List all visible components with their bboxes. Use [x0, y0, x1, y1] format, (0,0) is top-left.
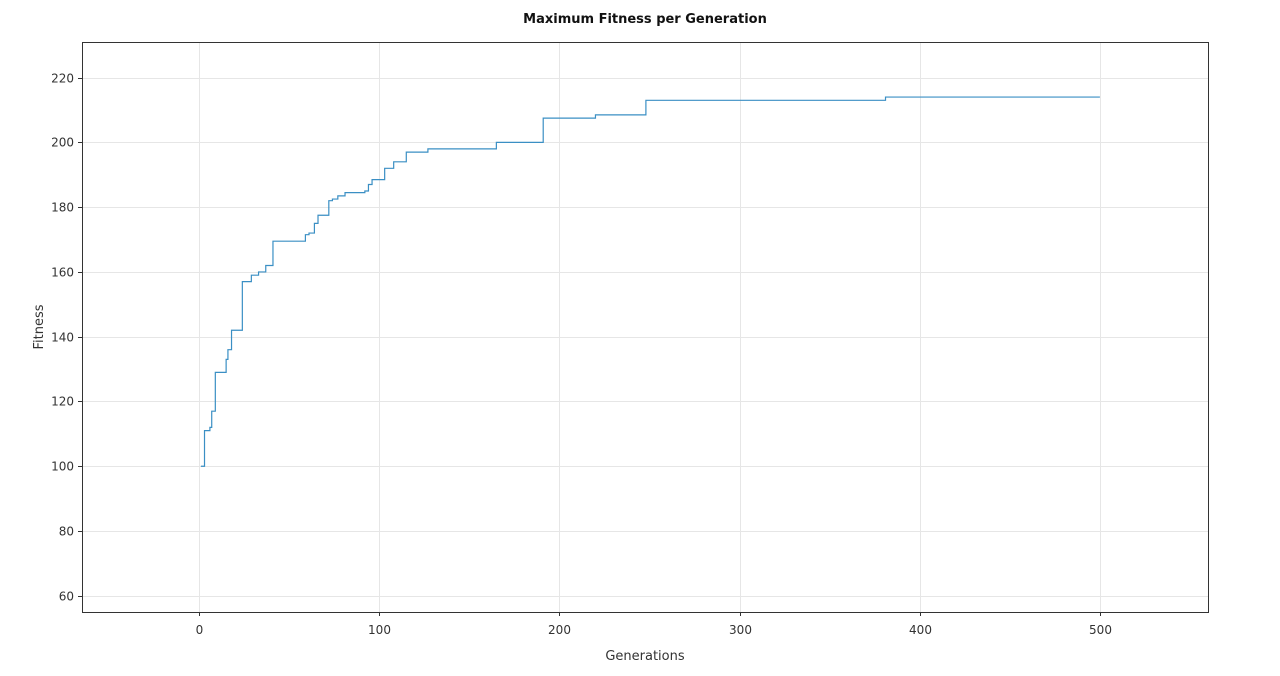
y-tick-label: 60: [59, 590, 74, 604]
y-tick-label: 160: [51, 266, 74, 280]
y-tick-label: 140: [51, 331, 74, 345]
y-tick-label: 180: [51, 201, 74, 215]
x-tick-label: 300: [729, 623, 752, 637]
chart-title: Maximum Fitness per Generation: [523, 12, 767, 27]
x-tick-label: 200: [548, 623, 571, 637]
x-tick-label: 100: [368, 623, 391, 637]
x-tick-label: 500: [1089, 623, 1112, 637]
x-axis-label: Generations: [605, 649, 685, 664]
y-tick-label: 80: [59, 525, 74, 539]
y-tick-label: 100: [51, 460, 74, 474]
x-tick-label: 0: [196, 623, 204, 637]
grid-layer: [82, 42, 1208, 612]
y-axis-label: Fitness: [32, 304, 47, 349]
tick-layer: 0 100 200 300 400 500 60 80 100 120 140 160 180 200 22…: [51, 72, 1112, 638]
series-layer: [200, 96, 1100, 467]
y-tick-label: 120: [51, 395, 74, 409]
y-tick-label: 200: [51, 136, 74, 150]
x-tick-label: 400: [909, 623, 932, 637]
fitness-line: [200, 96, 1100, 467]
plot-area-frame: [82, 42, 1209, 613]
y-tick-label: 220: [51, 72, 74, 86]
